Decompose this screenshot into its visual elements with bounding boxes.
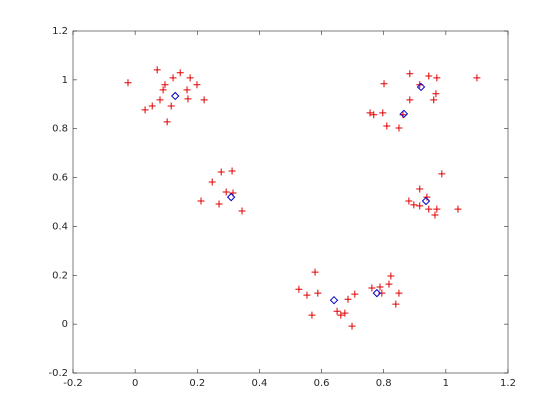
data-point: [368, 284, 376, 292]
data-point: [416, 202, 424, 210]
x-tick-label: 0.8: [376, 378, 392, 389]
data-point: [433, 205, 441, 213]
data-point: [405, 197, 413, 205]
y-tick-label: -0.2: [48, 368, 68, 379]
data-point: [148, 102, 156, 110]
data-point: [406, 70, 414, 78]
x-tick-label: -0.2: [63, 378, 83, 389]
data-point: [395, 124, 403, 132]
data-point: [176, 69, 184, 77]
x-tick-label: 0.4: [251, 378, 267, 389]
data-point: [344, 295, 352, 303]
data-point: [308, 311, 316, 319]
data-point: [333, 307, 341, 315]
data-point: [416, 185, 424, 193]
data-point: [392, 300, 400, 308]
data-point: [372, 288, 382, 298]
data-point: [314, 289, 322, 297]
y-tick-label: 0.6: [52, 173, 68, 184]
y-tick-label: 0.8: [52, 124, 68, 135]
data-point: [399, 111, 407, 119]
data-point: [208, 178, 216, 186]
data-point: [311, 268, 319, 276]
y-tick-label: 0.4: [52, 221, 68, 232]
data-point: [222, 188, 230, 196]
data-point: [425, 205, 433, 213]
data-point: [454, 205, 462, 213]
data-point: [406, 96, 414, 104]
data-point: [416, 82, 426, 92]
data-point: [159, 86, 167, 94]
data-point: [184, 95, 192, 103]
data-point: [399, 109, 409, 119]
plot-area: [72, 30, 509, 374]
data-point: [425, 72, 433, 80]
data-point: [348, 322, 356, 330]
data-point: [171, 91, 180, 101]
data-point: [438, 170, 446, 178]
data-point: [303, 291, 311, 299]
data-point: [186, 74, 194, 82]
data-point: [169, 74, 177, 82]
data-point: [295, 285, 303, 293]
data-point: [329, 295, 339, 305]
x-tick-label: 0.2: [189, 378, 205, 389]
x-tick-label: 0.6: [314, 378, 330, 389]
y-tick-label: 1: [62, 75, 68, 86]
data-point: [197, 197, 205, 205]
data-point: [124, 79, 132, 87]
y-tick-label: 0.2: [52, 270, 68, 281]
data-point: [337, 311, 345, 319]
data-point: [153, 66, 161, 74]
data-point: [141, 106, 149, 114]
data-point: [433, 74, 441, 82]
data-point: [431, 211, 439, 219]
data-point: [193, 81, 201, 89]
data-point: [423, 193, 431, 201]
data-point: [379, 109, 387, 117]
x-tick-label: 1.2: [500, 378, 516, 389]
data-point: [351, 290, 359, 298]
data-point: [200, 96, 208, 104]
data-point: [366, 109, 374, 117]
data-point: [228, 167, 236, 175]
data-point: [376, 283, 384, 291]
y-tick-label: 0: [62, 319, 68, 330]
data-point: [226, 192, 236, 202]
data-point: [385, 280, 393, 288]
x-tick-label: 0: [132, 378, 138, 389]
data-point: [215, 200, 223, 208]
data-point: [167, 102, 175, 110]
data-point: [163, 118, 171, 126]
y-tick-label: 1.2: [52, 26, 68, 37]
data-point: [378, 289, 386, 297]
data-point: [432, 90, 440, 98]
data-point: [430, 96, 438, 104]
data-point: [156, 96, 164, 104]
data-point: [395, 289, 403, 297]
x-tick-label: 1: [443, 378, 449, 389]
data-point: [238, 207, 246, 215]
data-point: [341, 309, 349, 317]
data-point: [380, 80, 388, 88]
data-point: [387, 272, 395, 280]
data-point: [383, 122, 391, 130]
data-point: [161, 81, 169, 89]
data-point: [421, 196, 431, 206]
data-point: [183, 86, 191, 94]
data-point: [217, 168, 225, 176]
data-point: [370, 111, 378, 119]
data-point: [410, 201, 418, 209]
data-point: [473, 74, 481, 82]
